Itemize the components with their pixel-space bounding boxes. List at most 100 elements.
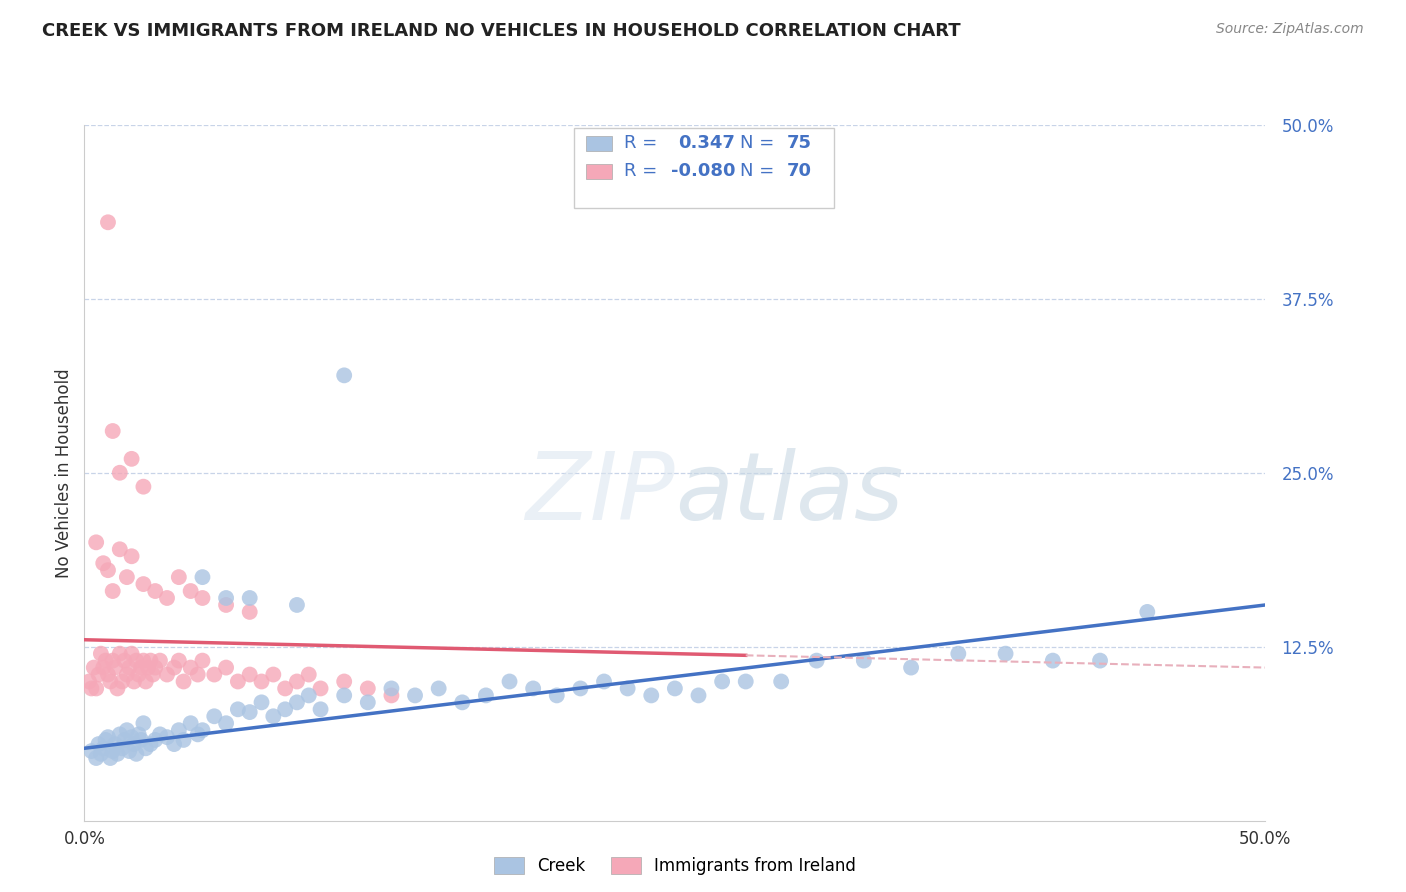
Point [128, 727, 150, 741]
Point [640, 689, 662, 703]
Point [107, 747, 129, 761]
Point [149, 654, 172, 668]
Point [333, 368, 356, 383]
Point [132, 577, 155, 591]
Point [262, 667, 284, 681]
Point [94, 654, 117, 668]
Point [156, 667, 179, 681]
Point [101, 584, 124, 599]
Point [115, 723, 138, 738]
Point [226, 674, 249, 689]
Point [132, 480, 155, 494]
Point [734, 674, 756, 689]
Point [215, 591, 238, 605]
Point [132, 654, 155, 668]
Point [80, 681, 103, 696]
Y-axis label: No Vehicles in Household: No Vehicles in Household [55, 368, 73, 578]
Point [900, 660, 922, 674]
Point [191, 570, 214, 584]
Point [616, 681, 638, 696]
Point [191, 654, 214, 668]
Point [91, 741, 114, 756]
Point [380, 689, 402, 703]
Point [309, 681, 332, 696]
Point [451, 695, 474, 709]
Point [333, 674, 356, 689]
Text: atlas: atlas [675, 448, 903, 539]
Point [118, 660, 141, 674]
Point [142, 667, 165, 681]
Point [143, 733, 166, 747]
Point [191, 723, 214, 738]
Point [118, 744, 141, 758]
Point [135, 674, 157, 689]
Point [191, 591, 214, 605]
Point [97, 563, 120, 577]
Point [250, 695, 273, 709]
Point [84, 681, 107, 696]
Text: 75: 75 [787, 134, 813, 152]
Text: N =: N = [740, 134, 780, 152]
Point [98, 674, 121, 689]
Point [136, 660, 159, 674]
Point [285, 695, 308, 709]
Point [274, 702, 297, 716]
Point [806, 654, 828, 668]
Point [90, 747, 112, 761]
Point [239, 605, 262, 619]
Point [357, 695, 380, 709]
Point [104, 737, 127, 751]
Point [215, 716, 238, 731]
Point [239, 667, 262, 681]
Point [97, 730, 120, 744]
Point [108, 466, 131, 480]
Point [498, 674, 520, 689]
Point [128, 667, 150, 681]
Point [688, 689, 710, 703]
Point [83, 660, 105, 674]
Point [262, 709, 284, 723]
Point [1042, 654, 1064, 668]
Point [309, 702, 332, 716]
Point [122, 674, 145, 689]
Point [135, 741, 157, 756]
Point [187, 667, 209, 681]
Text: ZIP: ZIP [526, 448, 675, 539]
Point [84, 535, 107, 549]
Point [333, 689, 356, 703]
Point [107, 681, 129, 696]
Bar [586, 136, 612, 152]
Point [156, 591, 179, 605]
Text: N =: N = [740, 161, 780, 180]
Point [101, 744, 124, 758]
Point [87, 737, 110, 751]
Point [115, 667, 138, 681]
Point [593, 674, 616, 689]
Point [711, 674, 734, 689]
Text: -0.080: -0.080 [671, 161, 735, 180]
Point [298, 667, 321, 681]
Point [108, 727, 131, 741]
Point [1088, 654, 1111, 668]
Point [132, 716, 155, 731]
Point [129, 660, 152, 674]
Point [101, 424, 124, 438]
Text: 70: 70 [787, 161, 813, 180]
Point [994, 647, 1017, 661]
Point [475, 689, 498, 703]
Point [1136, 605, 1159, 619]
Point [111, 674, 134, 689]
Point [90, 647, 112, 661]
Point [101, 654, 124, 668]
Point [143, 584, 166, 599]
Point [569, 681, 592, 696]
Point [139, 737, 162, 751]
Point [274, 681, 297, 696]
Point [852, 654, 875, 668]
Point [156, 730, 179, 744]
Point [239, 705, 262, 719]
Point [948, 647, 970, 661]
Point [380, 681, 402, 696]
Point [125, 747, 148, 761]
Text: 0.347: 0.347 [679, 134, 735, 152]
